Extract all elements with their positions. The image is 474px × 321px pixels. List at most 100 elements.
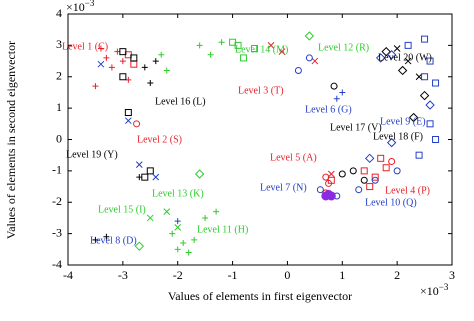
point	[141, 173, 149, 181]
point	[152, 58, 159, 65]
point	[108, 64, 115, 71]
point	[97, 60, 105, 68]
point	[324, 189, 334, 199]
y-multiplier-exp: −3	[85, 0, 95, 8]
x-tick-label: -3	[118, 268, 128, 282]
point	[371, 173, 379, 181]
annotation: Level 17 (V)	[330, 122, 382, 133]
point	[92, 83, 99, 90]
x-tick-label: -2	[173, 268, 183, 282]
y-axis-label: Values of elements in second eigenvector	[4, 41, 18, 239]
point	[408, 112, 419, 123]
point	[360, 167, 368, 175]
point	[366, 183, 374, 191]
y-tick-label: 3	[56, 37, 62, 51]
point	[386, 137, 397, 148]
annotation: Level 18 (F)	[373, 131, 423, 142]
y-tick-label: 2	[56, 69, 62, 83]
point	[135, 161, 143, 168]
point	[174, 223, 182, 231]
annotation: Level 13 (K)	[152, 188, 204, 199]
annotation: Level 3 (T)	[238, 85, 284, 96]
y-multiplier: ×10−3	[66, 0, 95, 14]
point	[365, 153, 375, 164]
point	[174, 218, 181, 225]
point	[240, 54, 248, 62]
point	[213, 208, 220, 215]
point	[349, 167, 357, 175]
point	[229, 38, 237, 46]
point	[196, 42, 203, 49]
point	[267, 42, 275, 49]
point	[421, 73, 429, 81]
x-tick-label: 3	[449, 268, 455, 282]
point	[432, 79, 440, 87]
point	[421, 35, 429, 43]
point	[393, 167, 401, 175]
point	[119, 73, 127, 81]
point	[141, 64, 148, 71]
point	[185, 249, 192, 256]
point	[136, 174, 143, 181]
point	[375, 53, 386, 63]
point	[415, 151, 423, 159]
point	[278, 48, 286, 56]
point	[103, 54, 110, 61]
point	[419, 90, 430, 101]
point	[92, 236, 99, 243]
point	[202, 214, 209, 221]
point	[294, 66, 302, 74]
point	[146, 167, 154, 175]
point	[338, 170, 346, 178]
point	[119, 58, 126, 65]
x-tick-label: -1	[228, 268, 238, 282]
x-multiplier-exp: −3	[439, 282, 449, 292]
point	[152, 173, 160, 181]
x-axis-label: Values of elements in first eigenvector	[168, 289, 352, 303]
point	[381, 46, 391, 57]
annotation: Level 16 (L)	[155, 96, 206, 107]
x-multiplier-base: ×10	[420, 284, 439, 298]
point	[124, 109, 132, 117]
annotation: Level 19 (Y)	[66, 149, 118, 160]
point	[97, 45, 104, 52]
point	[355, 186, 363, 194]
point	[218, 39, 225, 46]
annotation: Level 14 (M)	[235, 44, 288, 55]
point	[426, 57, 434, 65]
y-tick-label: 0	[56, 131, 62, 145]
point	[130, 54, 138, 62]
point	[174, 246, 181, 253]
point	[305, 54, 313, 62]
point	[133, 120, 141, 128]
y-tick-label: 1	[56, 100, 62, 114]
point	[327, 170, 335, 178]
point	[169, 230, 176, 237]
point	[382, 164, 390, 172]
point	[146, 214, 154, 222]
y-tick-label: -3	[52, 225, 62, 239]
y-tick-label: 4	[56, 6, 62, 20]
point	[432, 136, 440, 143]
point	[388, 157, 396, 165]
point	[325, 179, 333, 187]
annotation: Level 7 (N)	[260, 182, 307, 193]
y-tick-label: -1	[52, 163, 62, 177]
point	[386, 50, 397, 60]
annotation: Level 2 (S)	[137, 134, 182, 145]
x-tick-label: -4	[63, 268, 73, 282]
point	[404, 41, 412, 49]
x-tick-label: 2	[394, 268, 400, 282]
annotation: Level 8 (D)	[90, 235, 137, 246]
point	[304, 31, 315, 41]
point	[194, 169, 205, 179]
annotation: Level 6 (G)	[305, 104, 352, 115]
point	[163, 208, 171, 216]
point	[333, 95, 340, 102]
point	[158, 51, 165, 58]
x-multiplier: ×10−3	[420, 282, 449, 298]
annotation: Level 12 (R)	[318, 42, 369, 53]
y-tick-label: -2	[52, 194, 62, 208]
x-tick-label: 1	[339, 268, 345, 282]
